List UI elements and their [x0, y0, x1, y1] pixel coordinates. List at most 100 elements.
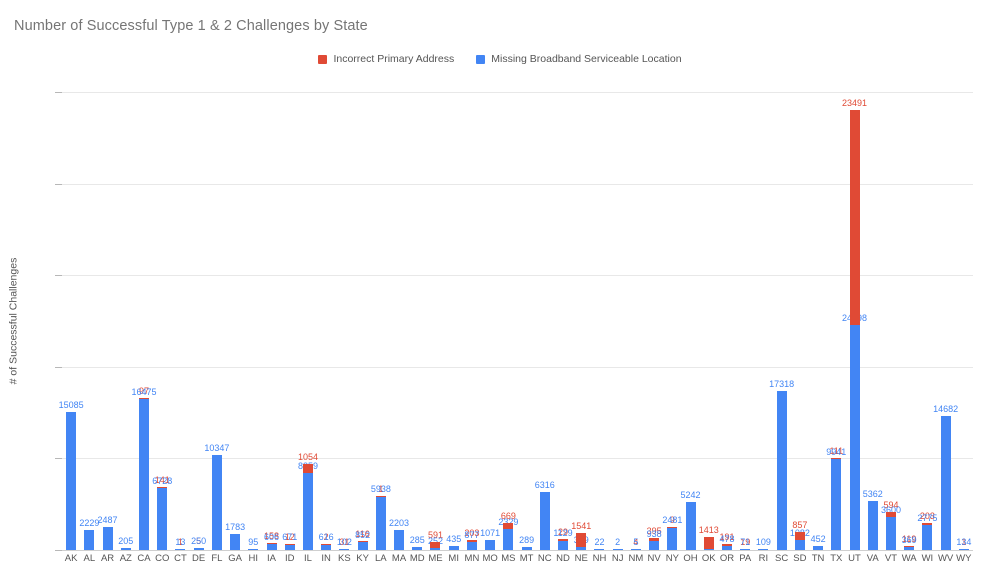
bar-segment-incorrect-primary-address[interactable]	[284, 543, 295, 545]
bar-stack[interactable]	[321, 544, 332, 550]
bar-stack[interactable]	[940, 415, 951, 550]
bar-group-mt[interactable]: 289	[517, 92, 535, 550]
bar-group-ma[interactable]: 2203	[389, 92, 409, 550]
bar-segment-missing-bsl[interactable]	[120, 548, 131, 550]
bar-stack[interactable]	[813, 545, 824, 550]
bar-segment-missing-bsl[interactable]	[193, 548, 204, 550]
bar-stack[interactable]	[649, 537, 660, 550]
bar-segment-incorrect-primary-address[interactable]	[157, 487, 168, 489]
bar-segment-missing-bsl[interactable]	[831, 459, 842, 550]
bar-stack[interactable]	[193, 547, 204, 550]
bar-group-co[interactable]: 141 6728	[152, 92, 172, 550]
bar-segment-missing-bsl[interactable]	[84, 529, 95, 550]
bar-segment-incorrect-primary-address[interactable]	[503, 522, 514, 529]
bar-group-id[interactable]: 12 671	[281, 92, 299, 550]
bar-group-ga[interactable]: 1783	[225, 92, 245, 550]
bar-group-ct[interactable]: 1 13	[171, 92, 189, 550]
bar-group-md[interactable]: 285	[408, 92, 426, 550]
bar-segment-missing-bsl[interactable]	[466, 541, 477, 550]
bar-group-ok[interactable]: 141312	[699, 92, 719, 550]
bar-stack[interactable]	[230, 533, 241, 550]
bar-segment-incorrect-primary-address[interactable]	[266, 543, 277, 545]
legend-item-incorrect-primary-address[interactable]: Incorrect Primary Address	[318, 53, 454, 65]
bar-group-wi[interactable]: 203 2775	[917, 92, 937, 550]
bar-stack[interactable]	[339, 548, 350, 550]
bar-segment-incorrect-primary-address[interactable]	[904, 545, 915, 547]
bar-segment-missing-bsl[interactable]	[685, 501, 696, 550]
bar-segment-incorrect-primary-address[interactable]	[302, 463, 313, 474]
bar-segment-incorrect-primary-address[interactable]	[740, 548, 751, 550]
bar-segment-incorrect-primary-address[interactable]	[649, 537, 660, 542]
bar-group-or[interactable]: 191 478	[718, 92, 736, 550]
bar-group-ms[interactable]: 6692329	[498, 92, 518, 550]
bar-group-ca[interactable]: 97 16475	[131, 92, 157, 550]
bar-segment-incorrect-primary-address[interactable]	[576, 533, 587, 548]
bar-stack[interactable]	[867, 500, 878, 550]
bar-stack[interactable]	[266, 543, 277, 550]
bar-stack[interactable]	[157, 487, 168, 550]
bar-stack[interactable]	[503, 522, 514, 550]
bar-group-ar[interactable]: 2487	[98, 92, 118, 550]
bar-segment-missing-bsl[interactable]	[375, 496, 386, 550]
bar-segment-missing-bsl[interactable]	[849, 324, 860, 550]
legend-item-missing-bsl[interactable]: Missing Broadband Serviceable Location	[476, 53, 682, 65]
bar-segment-missing-bsl[interactable]	[758, 548, 769, 550]
bar-group-wy[interactable]: 1 134	[955, 92, 973, 550]
bar-group-me[interactable]: 591 252	[426, 92, 444, 550]
bar-stack[interactable]	[102, 527, 113, 550]
bar-stack[interactable]	[558, 539, 569, 550]
bar-segment-missing-bsl[interactable]	[357, 542, 368, 550]
bar-segment-missing-bsl[interactable]	[794, 540, 805, 550]
bar-segment-missing-bsl[interactable]	[211, 455, 222, 550]
bar-group-pa[interactable]: 19 71	[736, 92, 754, 550]
bar-stack[interactable]	[284, 543, 295, 550]
bar-group-ky[interactable]: 116 852	[354, 92, 372, 550]
bar-segment-missing-bsl[interactable]	[558, 540, 569, 550]
bar-segment-missing-bsl[interactable]	[102, 527, 113, 550]
bar-group-mn[interactable]: 203 877	[463, 92, 481, 550]
bar-stack[interactable]	[958, 548, 969, 550]
bar-stack[interactable]	[612, 548, 623, 550]
bar-segment-incorrect-primary-address[interactable]	[175, 548, 186, 550]
bar-segment-missing-bsl[interactable]	[175, 549, 186, 550]
bar-segment-incorrect-primary-address[interactable]	[849, 109, 860, 325]
bar-stack[interactable]	[175, 548, 186, 550]
bar-group-sc[interactable]: 17318	[769, 92, 794, 550]
bar-segment-missing-bsl[interactable]	[721, 545, 732, 550]
bar-group-il[interactable]: 10548359	[298, 92, 318, 550]
bar-group-in[interactable]: 2 616	[317, 92, 335, 550]
bar-group-va[interactable]: 5362	[863, 92, 883, 550]
bar-group-ia[interactable]: 158 606	[262, 92, 280, 550]
bar-group-hi[interactable]: 95	[244, 92, 262, 550]
bar-stack[interactable]	[412, 547, 423, 550]
bar-stack[interactable]	[302, 463, 313, 550]
bar-segment-missing-bsl[interactable]	[248, 548, 259, 550]
bar-segment-incorrect-primary-address[interactable]	[794, 532, 805, 541]
bar-segment-missing-bsl[interactable]	[394, 529, 405, 550]
bar-stack[interactable]	[248, 548, 259, 550]
bar-segment-missing-bsl[interactable]	[630, 549, 641, 550]
bar-segment-missing-bsl[interactable]	[576, 547, 587, 550]
bar-stack[interactable]	[630, 548, 641, 550]
bar-group-mo[interactable]: 1071	[480, 92, 500, 550]
bar-stack[interactable]	[394, 529, 405, 550]
bar-group-tx[interactable]: 111 9941	[826, 92, 846, 550]
bar-stack[interactable]	[594, 548, 605, 550]
bar-group-nd[interactable]: 29 1129	[553, 92, 573, 550]
bar-group-nc[interactable]: 6316	[535, 92, 555, 550]
bar-group-nh[interactable]: 22	[590, 92, 608, 550]
bar-segment-missing-bsl[interactable]	[539, 492, 550, 550]
bar-segment-incorrect-primary-address[interactable]	[321, 544, 332, 546]
bar-stack[interactable]	[849, 109, 860, 550]
bar-segment-incorrect-primary-address[interactable]	[922, 522, 933, 525]
bar-group-oh[interactable]: 5242	[681, 92, 701, 550]
bar-group-ne[interactable]: 1541309	[571, 92, 591, 550]
bar-segment-missing-bsl[interactable]	[594, 548, 605, 550]
bar-stack[interactable]	[539, 492, 550, 550]
bar-group-nj[interactable]: 2	[609, 92, 627, 550]
bar-segment-missing-bsl[interactable]	[138, 399, 149, 550]
bar-segment-missing-bsl[interactable]	[448, 546, 459, 550]
bar-segment-missing-bsl[interactable]	[339, 549, 350, 550]
bar-stack[interactable]	[740, 548, 751, 550]
